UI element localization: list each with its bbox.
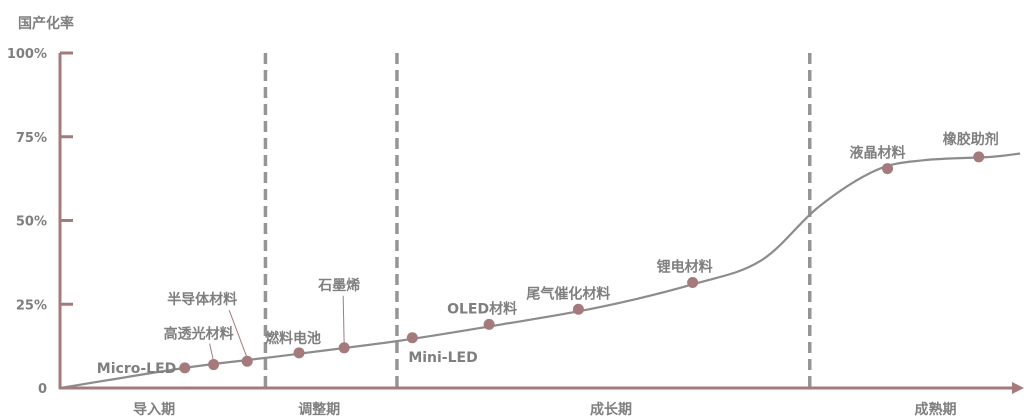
y-ticks: 100% 75% 50% 25% 0 xyxy=(7,47,73,397)
data-point-marker xyxy=(687,276,699,288)
data-point-marker xyxy=(572,303,584,315)
phase-label: 成熟期 xyxy=(915,401,957,418)
y-tick-label: 75% xyxy=(16,131,47,146)
data-point-marker xyxy=(406,332,418,344)
x-axis-arrow xyxy=(1012,382,1024,394)
data-point-label: 石墨烯 xyxy=(317,277,360,294)
data-point-label: 燃料电池 xyxy=(265,330,321,347)
label-leader-line xyxy=(228,310,248,359)
phase-dividers xyxy=(263,53,812,388)
data-point-marker xyxy=(293,347,305,359)
data-point-marker xyxy=(338,342,350,354)
data-point-label: OLED材料 xyxy=(447,300,517,317)
data-point-label: 高透光材料 xyxy=(164,326,234,343)
data-point-marker xyxy=(882,163,894,175)
phase-label: 导入期 xyxy=(133,402,175,418)
phase-label: 调整期 xyxy=(298,401,340,418)
y-tick-label: 100% xyxy=(7,47,47,62)
data-point-label: Mini-LED xyxy=(408,350,477,366)
label-leader-line xyxy=(209,343,215,362)
data-point-marker xyxy=(208,359,220,371)
data-point-label: Micro-LED xyxy=(97,361,176,377)
phase-labels: 导入期 调整期 成长期 成熟期 xyxy=(133,401,956,418)
data-point-label: 尾气催化材料 xyxy=(526,285,610,302)
data-point-label: 半导体材料 xyxy=(167,291,237,308)
data-point-marker xyxy=(973,151,985,163)
data-point-marker xyxy=(179,362,191,374)
label-leader-line xyxy=(342,295,345,345)
phase-label: 成长期 xyxy=(590,401,632,418)
data-point-label: 锂电材料 xyxy=(657,258,713,275)
data-point-label: 液晶材料 xyxy=(850,145,906,162)
data-point-label: 橡胶助剂 xyxy=(943,131,999,148)
y-axis-title: 国产化率 xyxy=(18,15,74,32)
data-point-marker xyxy=(483,318,495,330)
y-tick-label: 25% xyxy=(16,298,47,313)
adoption-curve xyxy=(59,152,1021,390)
y-tick-label: 50% xyxy=(16,215,47,230)
data-point-marker xyxy=(241,355,253,367)
y-tick-label: 0 xyxy=(38,382,47,397)
